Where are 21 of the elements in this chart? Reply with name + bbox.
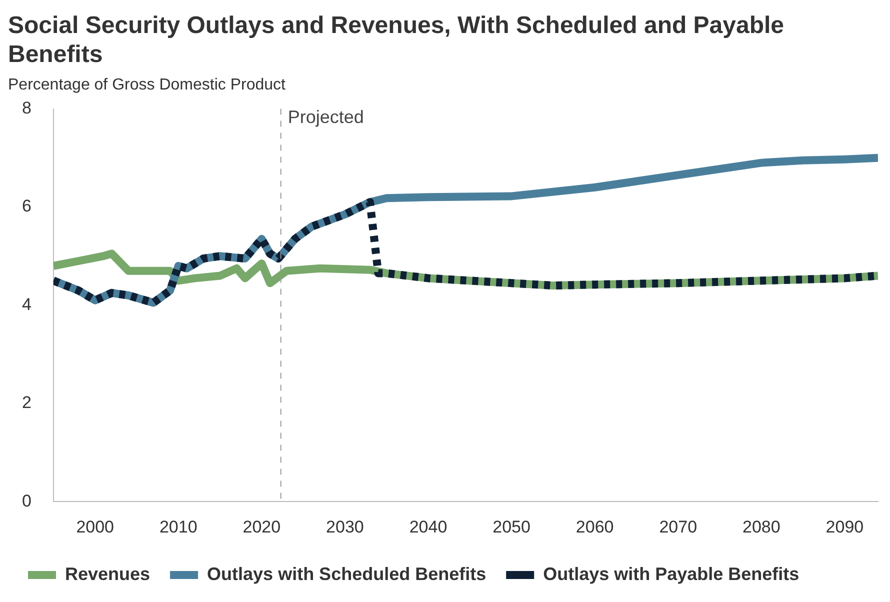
y-tick-label: 6: [22, 196, 32, 216]
legend-label: Revenues: [65, 564, 150, 584]
y-tick-label: 2: [22, 393, 32, 412]
x-tick-label: 2070: [659, 517, 698, 536]
legend-label: Outlays with Scheduled Benefits: [207, 564, 486, 584]
ref-line-label: Projected: [288, 106, 364, 127]
x-tick-label: 2050: [492, 517, 530, 536]
x-tick-label: 2010: [159, 517, 198, 536]
y-tick-label: 8: [22, 98, 32, 118]
x-tick-label: 2040: [409, 517, 448, 536]
y-tick-label: 4: [22, 294, 32, 314]
chart-subtitle: Percentage of Gross Domestic Product: [8, 76, 286, 94]
x-tick-label: 2080: [742, 517, 780, 536]
legend-label: Outlays with Payable Benefits: [543, 564, 800, 584]
x-tick-label: 2000: [76, 517, 114, 536]
x-tick-label: 2090: [826, 517, 864, 536]
x-tick-label: 2030: [326, 517, 364, 536]
x-tick-label: 2020: [242, 517, 281, 536]
x-tick-label: 2060: [576, 517, 614, 536]
y-tick-label: 0: [22, 491, 32, 510]
chart-title: Social Security Outlays and Revenues, With Scheduled and Payable Benefits: [8, 12, 784, 68]
